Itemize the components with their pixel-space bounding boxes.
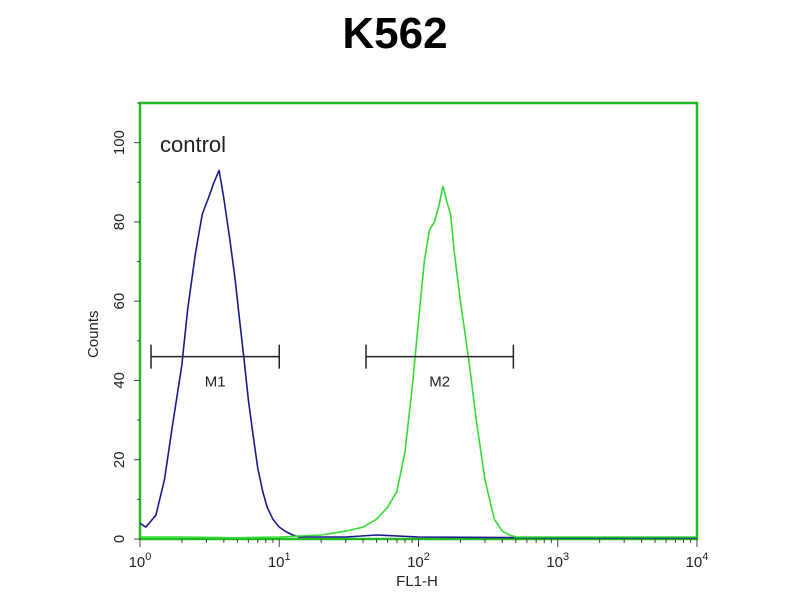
y-tick-label: 40: [111, 372, 128, 389]
histogram-series-1: [139, 169, 697, 539]
x-tick-label: 101: [268, 551, 291, 571]
chart-title: K562: [342, 9, 447, 58]
series-layer: [139, 169, 697, 539]
x-tick-label: 100: [129, 551, 152, 571]
control-annotation: control: [160, 132, 226, 157]
y-axis-label: Counts: [85, 310, 102, 358]
x-tick-label: 102: [407, 551, 430, 571]
y-tick-label: 60: [111, 293, 128, 310]
x-axis-label: FL1-H: [396, 573, 438, 590]
marker-label: M2: [429, 374, 450, 391]
x-tick-label: 104: [686, 551, 709, 571]
y-tick-label: 80: [111, 214, 128, 231]
y-tick-label: 20: [111, 451, 128, 468]
x-axis-ticks: 100 101 102 103 104: [129, 539, 709, 571]
y-tick-label: 0: [111, 535, 128, 543]
marker-label: M1: [205, 374, 226, 391]
marker-layer: M1 M2: [150, 344, 515, 391]
histogram-series-2: [140, 185, 697, 539]
y-tick-label: 100: [111, 130, 128, 155]
x-tick-label: 103: [546, 551, 569, 571]
y-axis-ticks: 0 20 40 60 80 100: [111, 102, 140, 543]
